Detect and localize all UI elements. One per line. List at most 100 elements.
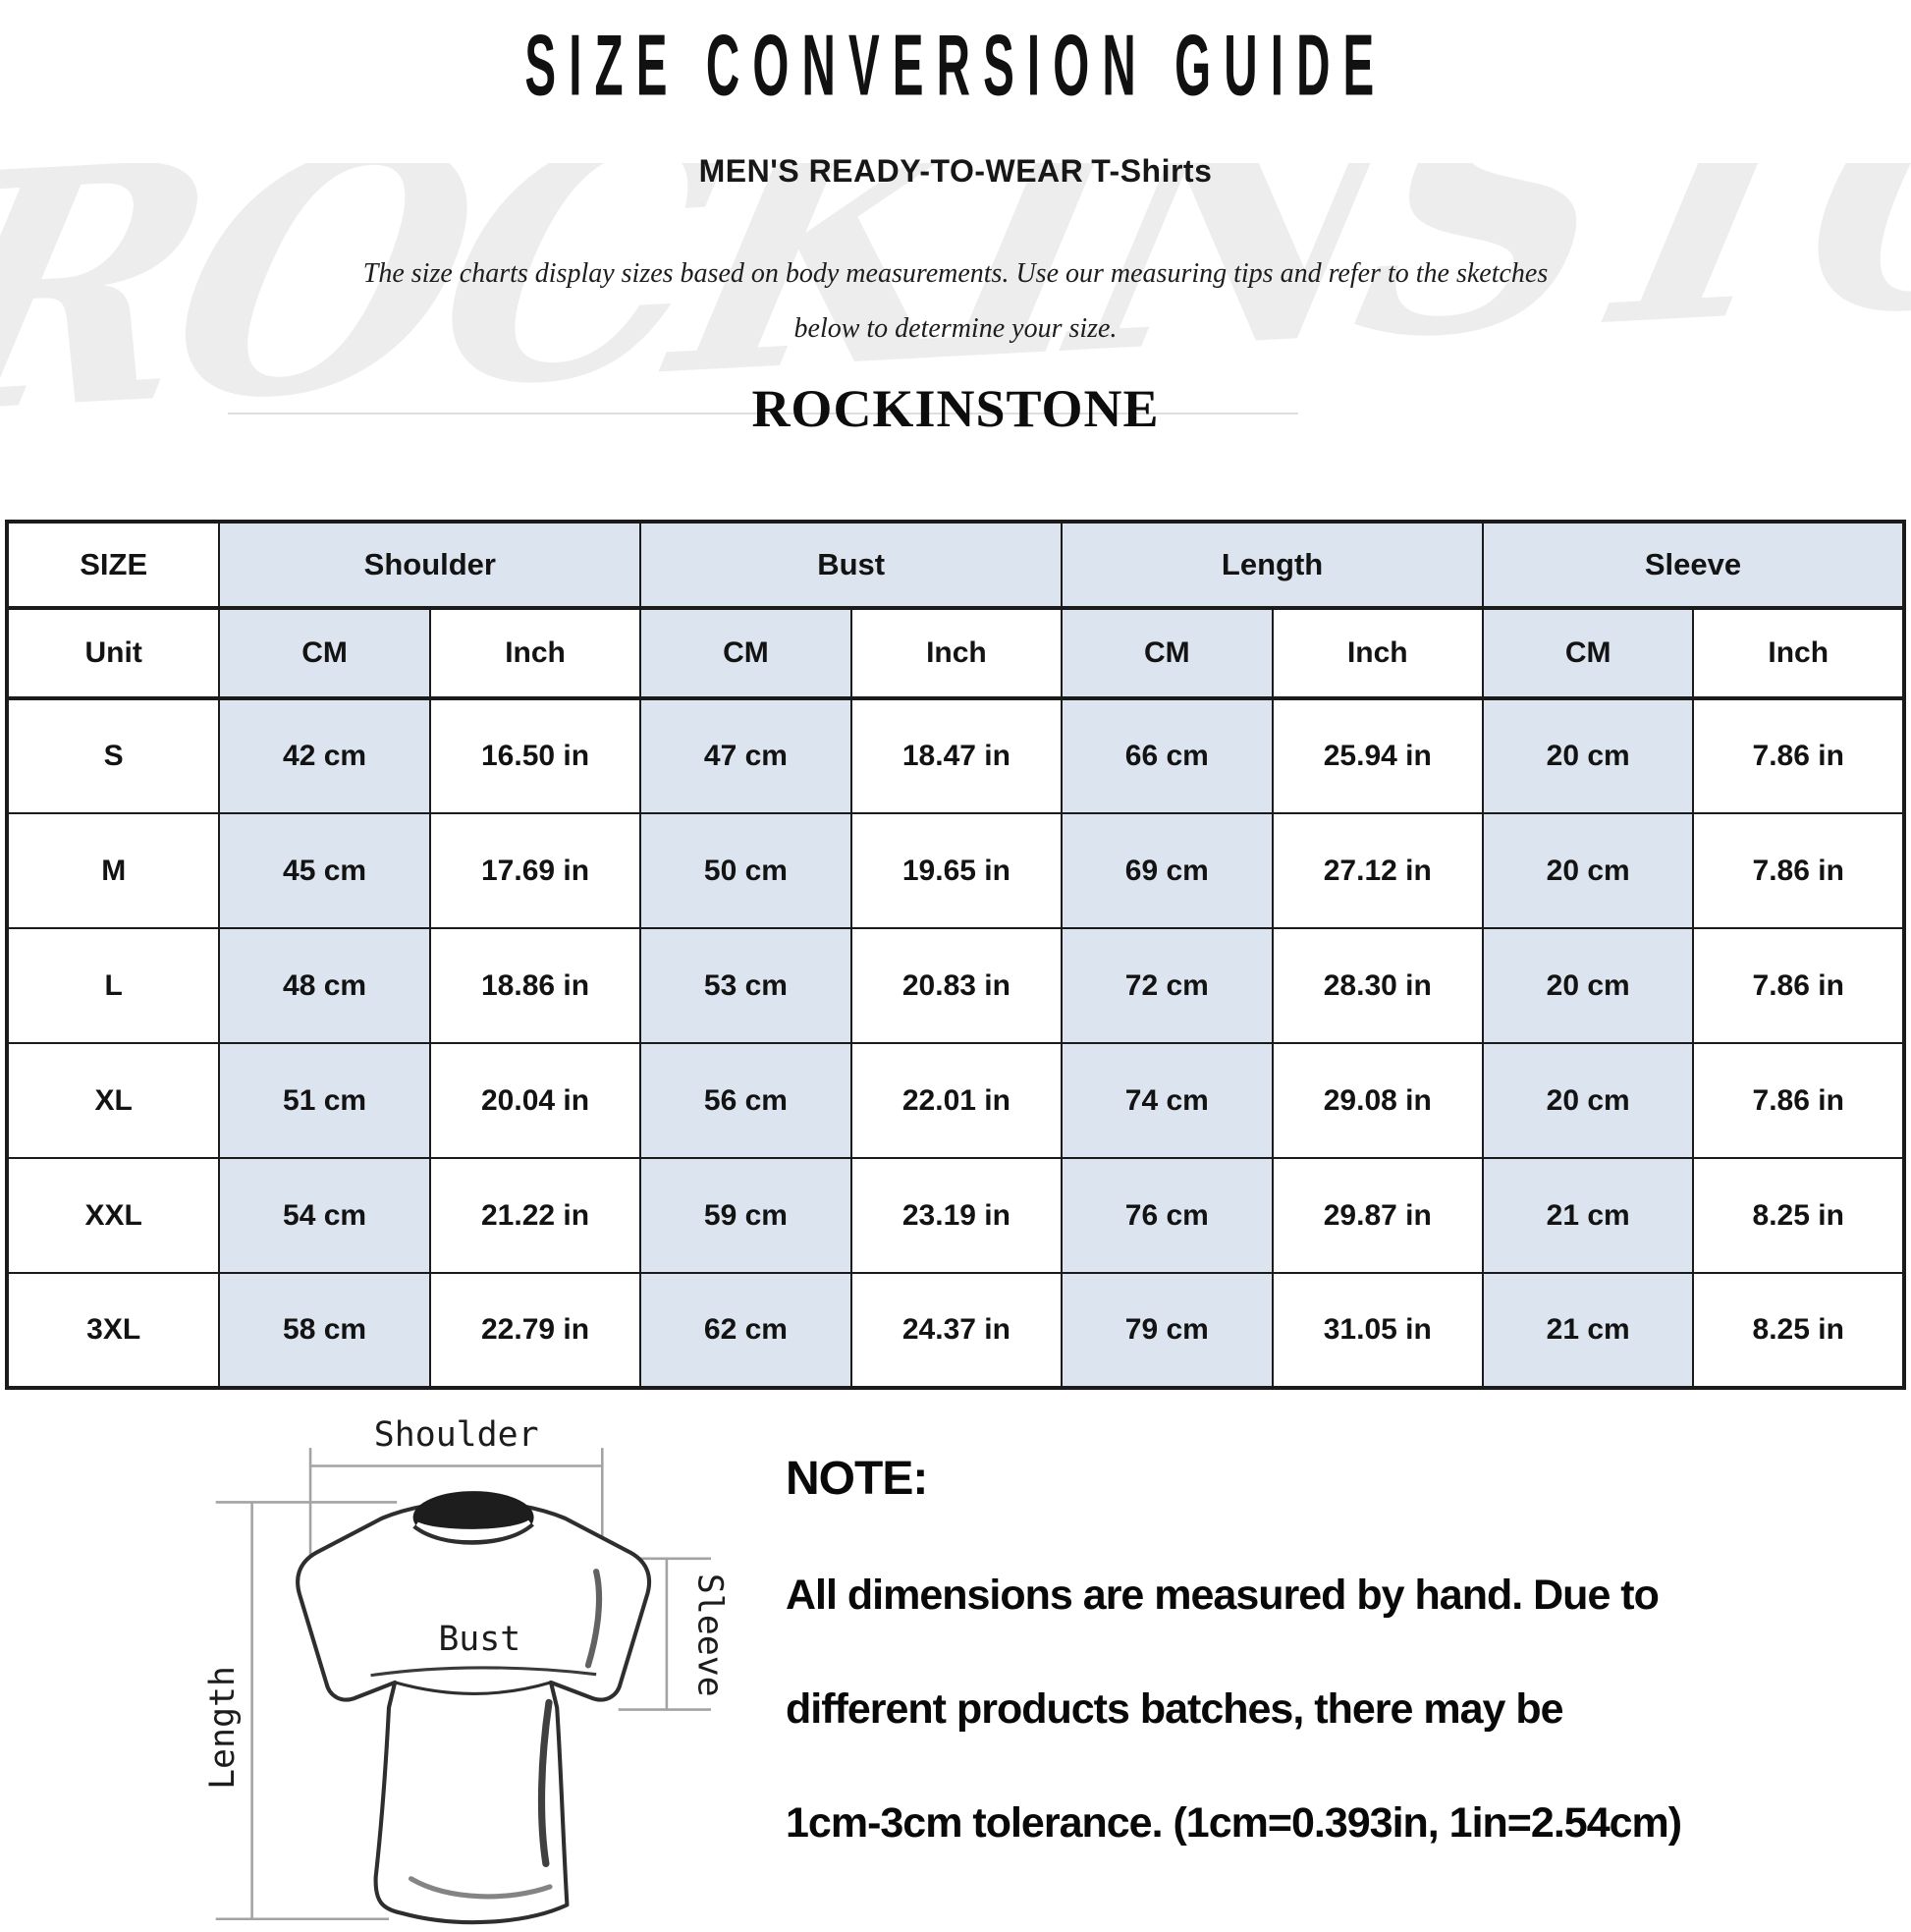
measurement-cell: 18.86 in — [428, 927, 642, 1044]
measurement-cell: 8.25 in — [1692, 1157, 1905, 1274]
measurement-cell: 21 cm — [1481, 1157, 1695, 1274]
col-header-shoulder: Shoulder — [218, 521, 642, 610]
measurement-cell: 7.86 in — [1692, 697, 1905, 814]
measurement-cell: 69 cm — [1061, 812, 1274, 929]
measurement-cell: 22.79 in — [428, 1272, 642, 1389]
size-cell: XXL — [5, 1157, 221, 1274]
measurement-cell: 21 cm — [1481, 1272, 1695, 1389]
page-subtitle: MEN'S READY-TO-WEAR T-Shirts — [0, 153, 1911, 190]
measurement-cell: 20 cm — [1481, 1042, 1695, 1159]
unit-cell: CM — [218, 607, 431, 700]
measurement-cell: 21.22 in — [428, 1157, 642, 1274]
measurement-cell: 19.65 in — [849, 812, 1064, 929]
subtitle-product-type: T-Shirts — [1091, 153, 1213, 189]
unit-cell: Inch — [1271, 607, 1485, 700]
unit-cell: Inch — [428, 607, 642, 700]
tshirt-collar — [412, 1491, 534, 1545]
measurement-cell: 66 cm — [1061, 697, 1274, 814]
description-line-1: The size charts display sizes based on b… — [362, 258, 1549, 289]
col-header-length: Length — [1061, 521, 1484, 610]
tshirt-shading — [408, 1569, 603, 1900]
measurement-cell: 42 cm — [218, 697, 431, 814]
table-row: XL 51 cm 20.04 in 56 cm 22.01 in 74 cm 2… — [5, 1042, 1905, 1159]
length-label: Length — [203, 1666, 243, 1790]
measurement-cell: 50 cm — [639, 812, 852, 929]
tshirt-outline — [296, 1499, 652, 1925]
page-title: SIZE CONVERSION GUIDE — [523, 17, 1388, 115]
subtitle-main: MEN'S READY-TO-WEAR — [698, 153, 1084, 189]
unit-label: Unit — [5, 607, 221, 700]
measurement-cell: 20 cm — [1481, 697, 1695, 814]
measurement-cell: 20.04 in — [428, 1042, 642, 1159]
note-section: NOTE: All dimensions are measured by han… — [786, 1452, 1876, 1848]
table-row: XXL 54 cm 21.22 in 59 cm 23.19 in 76 cm … — [5, 1157, 1905, 1274]
measurement-cell: 54 cm — [218, 1157, 431, 1274]
measurement-cell: 58 cm — [218, 1272, 431, 1389]
measurement-cell: 7.86 in — [1692, 812, 1905, 929]
measurement-cell: 23.19 in — [849, 1157, 1064, 1274]
size-conversion-table: SIZE Shoulder Bust Length Sleeve Unit CM… — [5, 520, 1906, 1390]
tshirt-measurement-diagram: Shoulder Bust Length Sleeve — [147, 1406, 751, 1927]
col-header-sleeve: Sleeve — [1482, 521, 1905, 610]
measurement-cell: 74 cm — [1061, 1042, 1274, 1159]
divider-line — [228, 413, 1298, 414]
measurement-cell: 56 cm — [639, 1042, 852, 1159]
measurement-cell: 27.12 in — [1271, 812, 1485, 929]
measurement-cell: 8.25 in — [1692, 1272, 1905, 1389]
measurement-cell: 48 cm — [218, 927, 431, 1044]
unit-cell: Inch — [1692, 607, 1905, 700]
measurement-cell: 22.01 in — [849, 1042, 1064, 1159]
size-cell: L — [5, 927, 221, 1044]
size-cell: 3XL — [5, 1272, 221, 1389]
bust-measure-line — [370, 1666, 597, 1678]
note-line-2: different products batches, there may be — [786, 1685, 1564, 1733]
size-cell: XL — [5, 1042, 221, 1159]
measurement-cell: 20 cm — [1481, 812, 1695, 929]
measurement-cell: 25.94 in — [1271, 697, 1485, 814]
measurement-cell: 20.83 in — [849, 927, 1064, 1044]
unit-cell: CM — [1481, 607, 1695, 700]
size-cell: M — [5, 812, 221, 929]
measurement-cell: 18.47 in — [849, 697, 1064, 814]
col-header-size: SIZE — [5, 521, 221, 610]
table-row: L 48 cm 18.86 in 53 cm 20.83 in 72 cm 28… — [5, 927, 1905, 1044]
note-line-3: 1cm-3cm tolerance. (1cm=0.393in, 1in=2.5… — [786, 1799, 1682, 1847]
measurement-cell: 45 cm — [218, 812, 431, 929]
brand-name: ROCKINSTONE — [751, 379, 1160, 438]
unit-cell: CM — [1061, 607, 1274, 700]
measurement-cell: 29.08 in — [1271, 1042, 1485, 1159]
bust-label: Bust — [438, 1620, 520, 1659]
measurement-cell: 53 cm — [639, 927, 852, 1044]
unit-cell: CM — [639, 607, 852, 700]
sleeve-label: Sleeve — [690, 1573, 730, 1697]
measurement-cell: 17.69 in — [428, 812, 642, 929]
measurement-cell: 20 cm — [1481, 927, 1695, 1044]
measurement-cell: 59 cm — [639, 1157, 852, 1274]
table-header-row: SIZE Shoulder Bust Length Sleeve — [5, 521, 1905, 610]
table-unit-row: Unit CM Inch CM Inch CM Inch CM Inch — [5, 607, 1905, 700]
measurement-cell: 16.50 in — [428, 697, 642, 814]
size-chart-description: The size charts display sizes based on b… — [0, 247, 1911, 357]
measurement-cell: 79 cm — [1061, 1272, 1274, 1389]
measurement-cell: 29.87 in — [1271, 1157, 1485, 1274]
measurement-cell: 62 cm — [639, 1272, 852, 1389]
table-row: M 45 cm 17.69 in 50 cm 19.65 in 69 cm 27… — [5, 812, 1905, 929]
tshirt-sketch: Shoulder Bust Length Sleeve — [203, 1415, 730, 1925]
description-line-2: below to determine your size. — [793, 313, 1118, 344]
measurement-cell: 7.86 in — [1692, 1042, 1905, 1159]
unit-cell: Inch — [849, 607, 1064, 700]
measurement-cell: 47 cm — [639, 697, 852, 814]
measurement-cell: 51 cm — [218, 1042, 431, 1159]
shoulder-label: Shoulder — [374, 1415, 539, 1455]
table-row: S 42 cm 16.50 in 47 cm 18.47 in 66 cm 25… — [5, 697, 1905, 814]
measurement-cell: 7.86 in — [1692, 927, 1905, 1044]
measurement-cell: 24.37 in — [849, 1272, 1064, 1389]
table-row: 3XL 58 cm 22.79 in 62 cm 24.37 in 79 cm … — [5, 1272, 1905, 1389]
measurement-cell: 31.05 in — [1271, 1272, 1485, 1389]
size-cell: S — [5, 697, 221, 814]
note-heading: NOTE: — [786, 1453, 928, 1505]
note-line-1: All dimensions are measured by hand. Due… — [786, 1572, 1660, 1619]
measurement-cell: 72 cm — [1061, 927, 1274, 1044]
measurement-cell: 76 cm — [1061, 1157, 1274, 1274]
col-header-bust: Bust — [639, 521, 1064, 610]
